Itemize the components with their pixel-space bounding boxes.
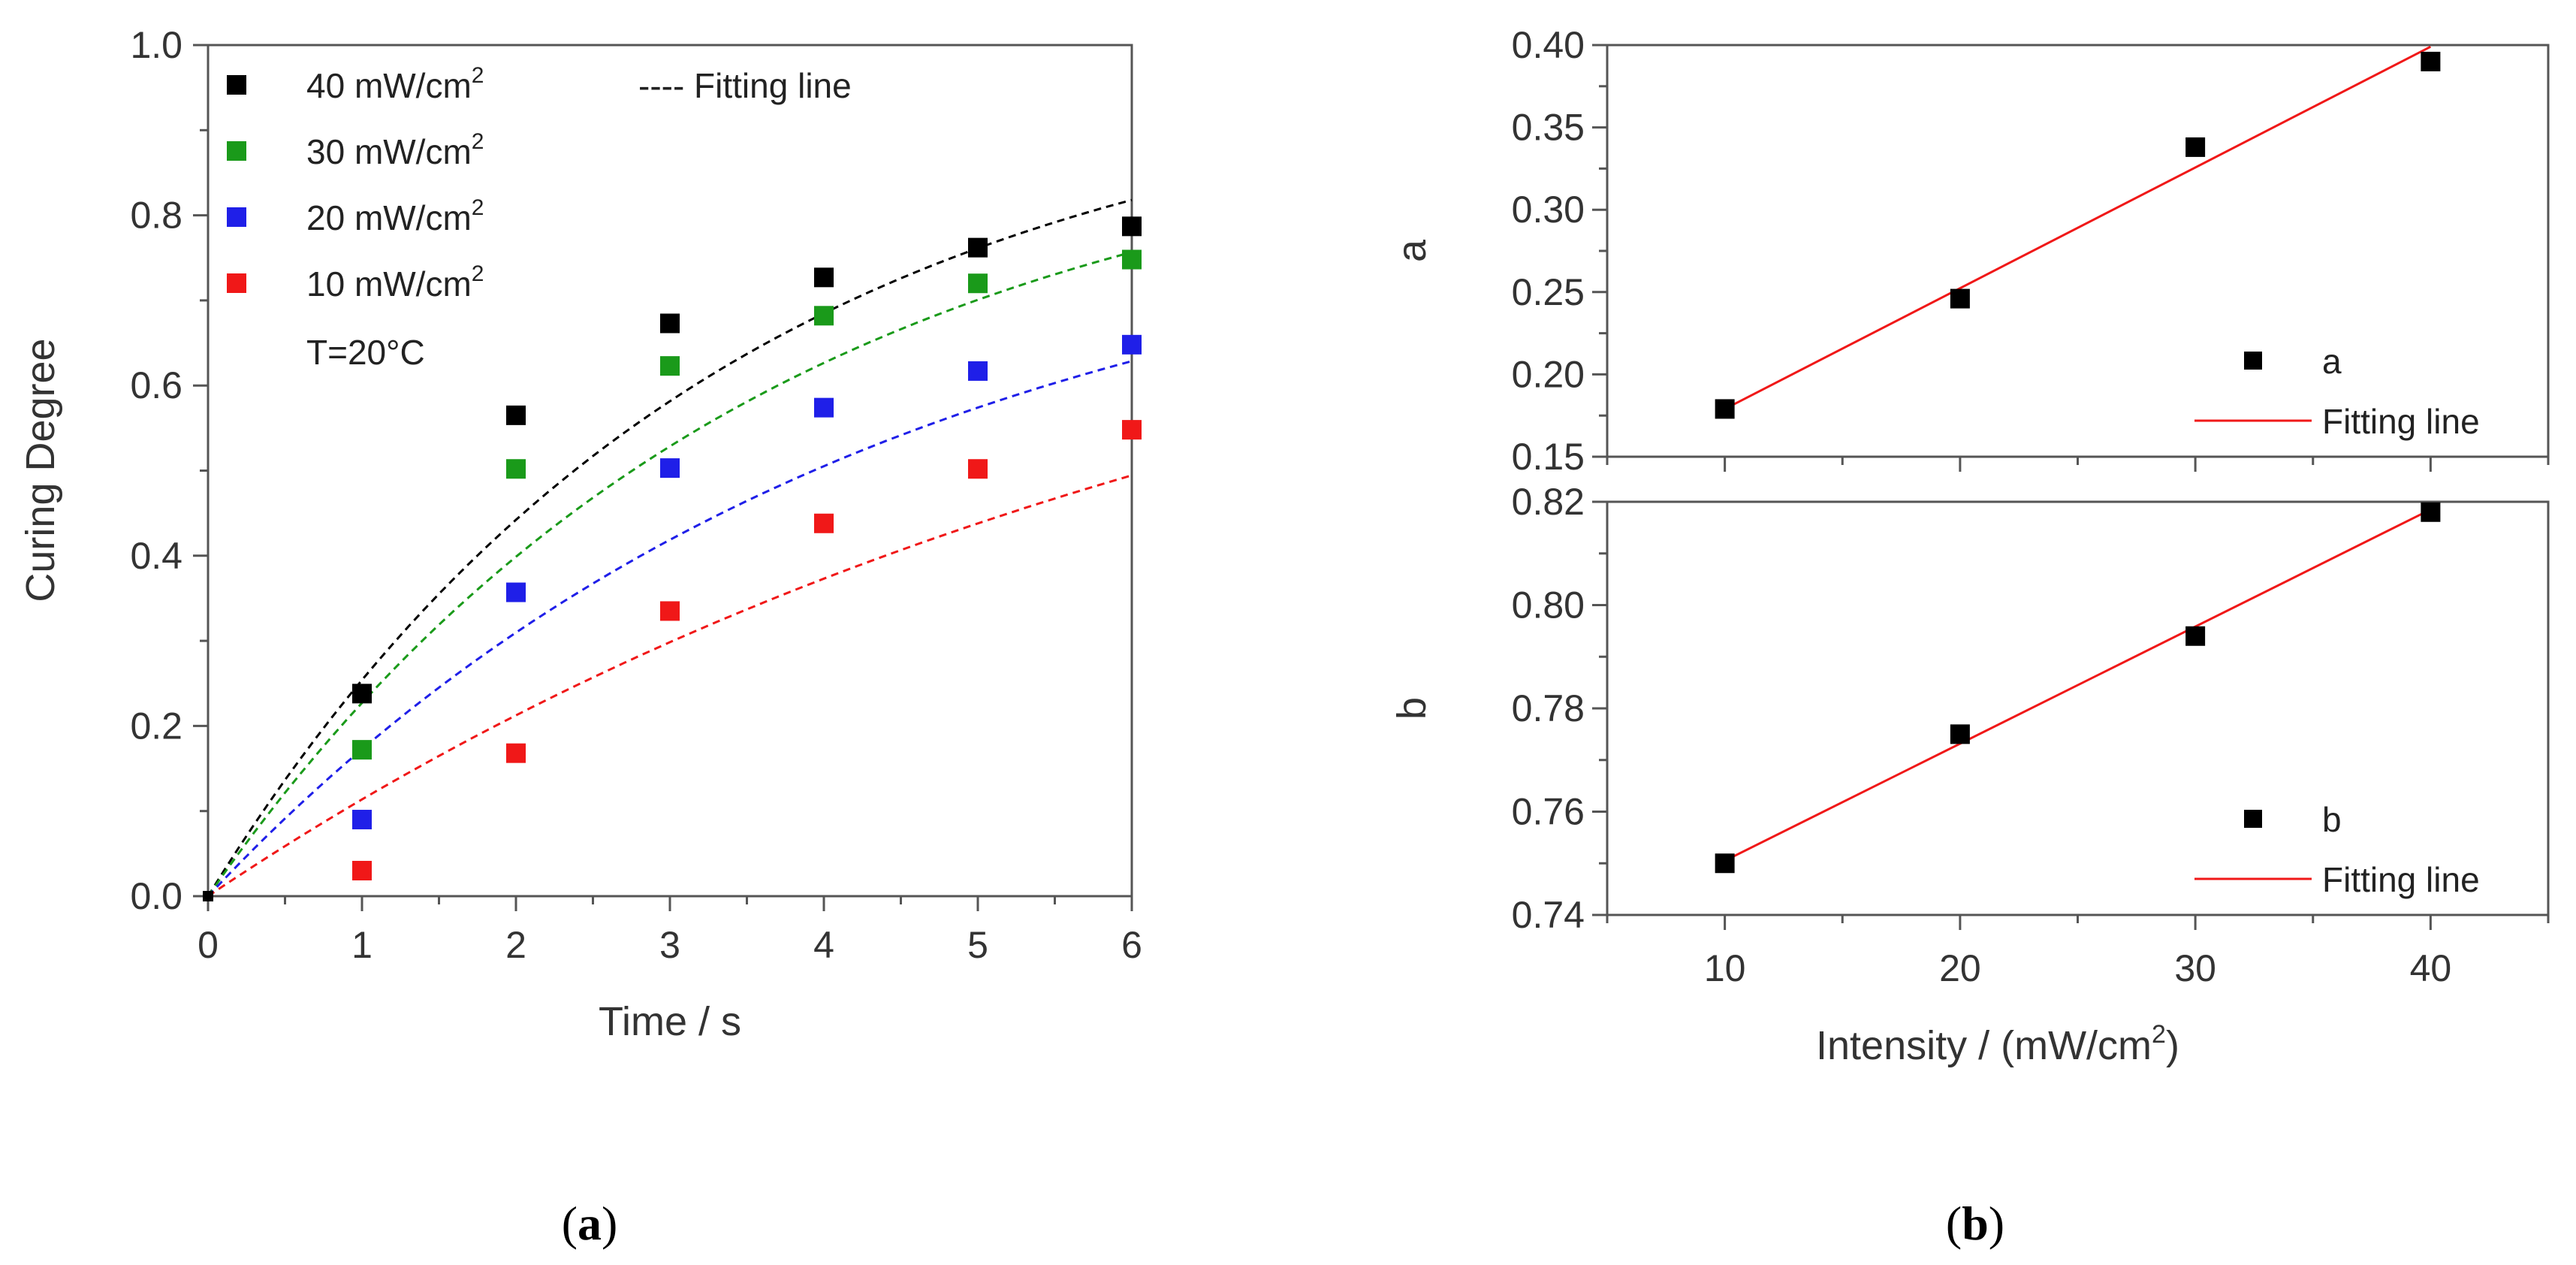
data-point-40mw — [814, 267, 834, 288]
legend-label-30mw: 30 mW/cm2 — [306, 129, 484, 171]
y-tick-label-a: 1.0 — [130, 24, 182, 66]
legend-label-40mw: 40 mW/cm2 — [306, 63, 484, 105]
x-tick-label-b: 40 — [2410, 947, 2452, 989]
y-tick-label-b: 0.20 — [1512, 353, 1585, 395]
data-point-10mw — [814, 513, 834, 533]
data-point-20mw — [660, 458, 680, 479]
y-tick-label-b: 0.76 — [1512, 791, 1585, 833]
data-point-10mw — [968, 459, 988, 479]
legend-marker-30mw — [227, 141, 246, 161]
data-point-20mw — [814, 397, 834, 418]
y-tick-label-a: 0.0 — [130, 875, 182, 917]
x-tick-label-b: 20 — [1939, 947, 1981, 989]
x-tick-label-a: 1 — [351, 924, 373, 966]
data-point-40mw — [660, 313, 680, 334]
legend-marker-20mw — [227, 207, 246, 227]
legend-line-label-a: Fitting line — [2322, 402, 2480, 441]
fit-curve-20mw — [207, 360, 1133, 898]
legend-marker-10mw — [227, 273, 246, 293]
x-tick-label-a: 2 — [505, 924, 526, 966]
chart-a: 0 1 2 3 4 5 6 0.0 0.2 0.4 0.6 0.8 1.0 40 mW/cm2 30 mW… — [18, 24, 1142, 1044]
data-point-40mw — [352, 684, 372, 704]
chart-a-annotation: T=20°C — [306, 333, 425, 372]
x-tick-label-b: 30 — [2174, 947, 2216, 989]
chart-b-ylabel-a: a — [1389, 239, 1434, 262]
y-tick-label-b: 0.30 — [1512, 189, 1585, 231]
y-tick-label-b: 0.82 — [1512, 481, 1585, 523]
caption-b: (b) — [1946, 1197, 2004, 1250]
data-point-10mw — [352, 861, 372, 881]
y-tick-label-a: 0.8 — [130, 195, 182, 237]
data-point-30mw — [506, 459, 526, 479]
data-point-b — [1715, 853, 1735, 874]
fit-curve-40mw — [207, 198, 1133, 897]
data-point-20mw — [352, 810, 372, 830]
x-tick-label-a: 3 — [659, 924, 680, 966]
legend-label-a: a — [2322, 342, 2342, 381]
x-tick-label-a: 0 — [198, 924, 219, 966]
data-point-40mw — [1122, 216, 1142, 237]
data-point-10mw — [1122, 420, 1142, 440]
chart-a-xlabel: Time / s — [599, 999, 741, 1044]
data-point-10mw — [506, 743, 526, 763]
fit-line-a — [1724, 45, 2432, 410]
data-point-a — [1950, 288, 1970, 309]
data-point-30mw — [352, 740, 372, 760]
fit-line-b — [1724, 508, 2432, 862]
y-tick-label-b: 0.25 — [1512, 271, 1585, 313]
y-tick-label-a: 0.2 — [130, 705, 182, 747]
y-tick-label-b: 0.78 — [1512, 687, 1585, 729]
x-tick-label-a: 6 — [1121, 924, 1142, 966]
data-point-30mw — [660, 356, 680, 376]
fit-curve-10mw — [207, 474, 1133, 898]
y-tick-label-b: 0.74 — [1512, 894, 1585, 936]
data-point-40mw — [506, 405, 526, 425]
legend-marker-40mw — [227, 75, 246, 95]
data-point-origin — [203, 891, 213, 901]
data-point-a — [2421, 51, 2441, 71]
legend-line-label-b: Fitting line — [2322, 860, 2480, 899]
caption-a: (a) — [562, 1197, 618, 1250]
data-point-20mw — [506, 582, 526, 602]
data-point-b — [2185, 626, 2206, 646]
y-tick-label-b: 0.80 — [1512, 584, 1585, 626]
data-point-30mw — [814, 306, 834, 326]
chart-b: 0.15 0.20 0.25 0.30 0.35 0.40 a Fitting line 0.… — [1389, 24, 2550, 1068]
x-tick-label-a: 5 — [967, 924, 988, 966]
chart-b-bottom-frame — [1606, 500, 2550, 916]
y-tick-label-a: 0.4 — [130, 535, 182, 577]
data-point-20mw — [1122, 334, 1142, 355]
legend-label-20mw: 20 mW/cm2 — [306, 195, 484, 237]
data-point-b — [2421, 502, 2441, 522]
y-tick-label-b: 0.40 — [1512, 24, 1585, 66]
legend-label-b: b — [2322, 800, 2342, 839]
data-point-a — [1715, 399, 1735, 419]
data-point-10mw — [660, 601, 680, 621]
x-tick-label-a: 4 — [813, 924, 834, 966]
chart-b-ylabel-b: b — [1389, 697, 1434, 720]
legend-marker-b — [2244, 810, 2262, 828]
y-tick-label-a: 0.6 — [130, 364, 182, 406]
y-tick-label-b: 0.15 — [1512, 436, 1585, 478]
chart-a-legend: 40 mW/cm2 30 mW/cm2 20 mW/cm2 10 mW/cm2 — [227, 63, 484, 303]
data-point-30mw — [968, 273, 988, 294]
chart-a-ylabel: Curing Degree — [18, 338, 63, 602]
data-point-a — [2185, 137, 2206, 157]
chart-b-xlabel: Intensity / (mW/cm2) — [1816, 1020, 2179, 1068]
data-point-20mw — [968, 361, 988, 381]
chart-a-fit-legend: ---- Fitting line — [638, 66, 852, 105]
legend-label-10mw: 10 mW/cm2 — [306, 261, 484, 303]
data-point-b — [1950, 724, 1970, 744]
data-point-30mw — [1122, 249, 1142, 270]
data-point-40mw — [968, 237, 988, 258]
x-tick-label-b: 10 — [1704, 947, 1746, 989]
y-tick-label-b: 0.35 — [1512, 107, 1585, 149]
legend-marker-a — [2244, 352, 2262, 370]
chart-b-top-frame — [1606, 44, 2550, 458]
